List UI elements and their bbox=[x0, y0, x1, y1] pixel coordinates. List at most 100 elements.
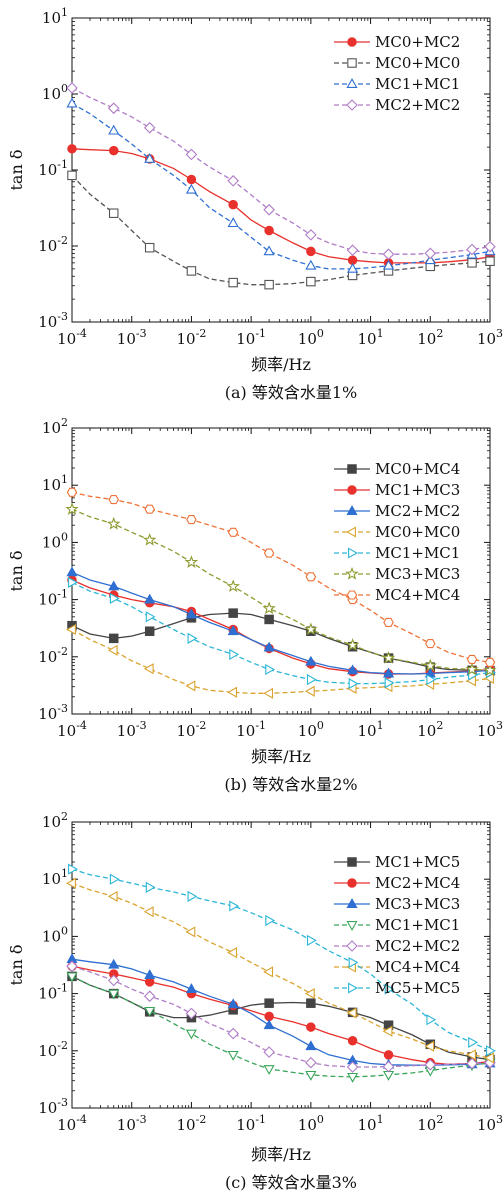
series-line bbox=[71, 581, 491, 685]
legend-entry: MC1+MC5 bbox=[334, 853, 460, 871]
data-point bbox=[306, 276, 316, 287]
data-point bbox=[108, 580, 120, 591]
legend-marker bbox=[347, 878, 357, 888]
data-point bbox=[382, 248, 395, 260]
legend-label: MC1+MC1 bbox=[375, 75, 460, 93]
x-tick-label: 101 bbox=[358, 719, 384, 740]
data-point bbox=[107, 974, 120, 987]
legend-marker bbox=[346, 505, 358, 515]
legend-entry: MC1+MC1 bbox=[334, 75, 460, 93]
panel-caption: (c) 等效含水量3% bbox=[225, 1173, 357, 1192]
data-point bbox=[143, 990, 156, 1003]
data-point bbox=[144, 969, 156, 980]
legend-marker bbox=[346, 99, 358, 111]
data-point bbox=[108, 633, 119, 644]
data-point bbox=[304, 622, 318, 636]
y-tick-label: 101 bbox=[42, 867, 68, 888]
data-point bbox=[66, 877, 76, 889]
y-axis-label: tan δ bbox=[7, 150, 26, 191]
x-tick-label: 102 bbox=[417, 1113, 443, 1134]
series-MC4+MC4 bbox=[66, 487, 496, 667]
data-point bbox=[145, 611, 156, 623]
x-tick-label: 10-3 bbox=[117, 719, 147, 740]
y-axis-label: tan δ bbox=[7, 551, 26, 592]
x-tick-label: 103 bbox=[477, 1113, 503, 1134]
data-point bbox=[264, 279, 274, 290]
data-point bbox=[306, 673, 317, 686]
data-point bbox=[66, 972, 78, 983]
data-point bbox=[347, 664, 359, 675]
data-point bbox=[229, 648, 240, 661]
legend-entry: MC0+MC2 bbox=[334, 33, 460, 51]
legend-label: MC1+MC3 bbox=[375, 481, 460, 499]
legend-label: MC3+MC3 bbox=[375, 565, 460, 583]
legend-label: MC4+MC4 bbox=[375, 958, 460, 976]
data-point bbox=[68, 863, 78, 875]
data-point bbox=[144, 242, 155, 253]
series-MC0+MC0 bbox=[67, 170, 495, 290]
legend-label: MC0+MC2 bbox=[375, 33, 460, 51]
panel-caption: (b) 等效含水量2% bbox=[224, 775, 357, 794]
data-point bbox=[144, 504, 155, 514]
legend-marker bbox=[347, 464, 357, 474]
data-point bbox=[187, 890, 198, 902]
data-point bbox=[465, 662, 479, 676]
series-line bbox=[71, 882, 491, 1059]
data-point bbox=[305, 1056, 317, 1069]
legend-marker bbox=[346, 590, 358, 600]
data-point bbox=[347, 1072, 359, 1083]
data-point bbox=[483, 663, 497, 676]
data-point bbox=[305, 655, 317, 666]
x-tick-label: 10-4 bbox=[57, 327, 87, 348]
data-point bbox=[381, 651, 396, 664]
legend-label: MC1+MC5 bbox=[375, 853, 460, 871]
series-MC1+MC1 bbox=[66, 97, 496, 273]
data-point bbox=[263, 245, 275, 256]
series-line bbox=[71, 868, 491, 1052]
data-point bbox=[185, 1029, 197, 1040]
x-tick-label: 103 bbox=[477, 327, 503, 348]
data-point bbox=[143, 121, 156, 134]
legend-marker bbox=[346, 898, 358, 908]
data-point bbox=[265, 663, 276, 676]
y-tick-label: 10-1 bbox=[38, 982, 68, 1003]
legend-entry: MC3+MC3 bbox=[334, 895, 460, 913]
data-point bbox=[108, 124, 120, 135]
data-point bbox=[263, 687, 274, 699]
x-tick-label: 10-2 bbox=[177, 327, 207, 348]
x-tick-label: 10-2 bbox=[177, 1113, 207, 1134]
data-point bbox=[424, 1040, 435, 1052]
legend-marker bbox=[348, 547, 358, 559]
data-point bbox=[346, 1007, 357, 1019]
data-point bbox=[227, 1027, 239, 1040]
data-point bbox=[305, 1070, 317, 1081]
data-point bbox=[185, 183, 197, 194]
series-MC2+MC2 bbox=[66, 82, 496, 260]
data-point bbox=[107, 516, 121, 530]
data-point bbox=[107, 890, 118, 902]
data-point bbox=[228, 199, 238, 210]
data-point bbox=[348, 678, 359, 690]
data-point bbox=[467, 258, 477, 268]
legend-entry: MC1+MC3 bbox=[334, 481, 460, 499]
y-tick-label: 10-3 bbox=[38, 702, 68, 723]
y-tick-label: 10-2 bbox=[38, 1039, 68, 1060]
data-point bbox=[142, 533, 157, 546]
legend-marker bbox=[347, 37, 357, 47]
legend-label: MC2+MC2 bbox=[375, 937, 460, 955]
data-point bbox=[66, 566, 78, 577]
data-point bbox=[304, 988, 315, 1000]
data-point bbox=[263, 1019, 275, 1030]
data-point bbox=[185, 926, 196, 938]
data-point bbox=[466, 1049, 476, 1061]
data-point bbox=[66, 82, 78, 94]
x-axis-label: 频率/Hz bbox=[251, 355, 311, 374]
series-MC0+MC2 bbox=[67, 144, 495, 268]
data-point bbox=[424, 254, 436, 265]
data-point bbox=[109, 592, 120, 604]
data-point bbox=[68, 576, 78, 588]
data-point bbox=[185, 983, 197, 993]
legend-entry: MC1+MC1 bbox=[334, 544, 460, 562]
legend-marker bbox=[347, 485, 357, 495]
